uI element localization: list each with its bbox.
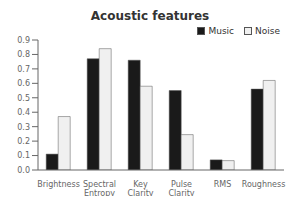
svg-text:0.6: 0.6 xyxy=(17,79,30,88)
html-text:Music: Music xyxy=(208,26,234,36)
svg-text:Brightness: Brightness xyxy=(37,180,80,189)
svg-text:0.8: 0.8 xyxy=(17,50,30,59)
svg-text:Roughness: Roughness xyxy=(242,180,286,189)
svg-text:0.7: 0.7 xyxy=(17,65,30,74)
html-text:Acoustic features: Acoustic features xyxy=(90,9,210,23)
svg-text:0.3: 0.3 xyxy=(17,123,30,132)
svg-text:0.9: 0.9 xyxy=(17,36,30,45)
svg-text:RMS: RMS xyxy=(214,180,232,189)
svg-text:0.2: 0.2 xyxy=(17,137,30,146)
svg-text:0.4: 0.4 xyxy=(17,108,30,117)
svg-text:0.1: 0.1 xyxy=(17,151,30,160)
svg-text:0.0: 0.0 xyxy=(17,166,30,175)
html-text:Noise: Noise xyxy=(255,26,280,36)
svg-text:0.5: 0.5 xyxy=(17,94,30,103)
svg-text:KeyClarity: KeyClarity xyxy=(127,180,153,196)
svg-text:SpectralEntropy: SpectralEntropy xyxy=(83,180,116,196)
svg-text:PulseClarity: PulseClarity xyxy=(168,180,194,196)
